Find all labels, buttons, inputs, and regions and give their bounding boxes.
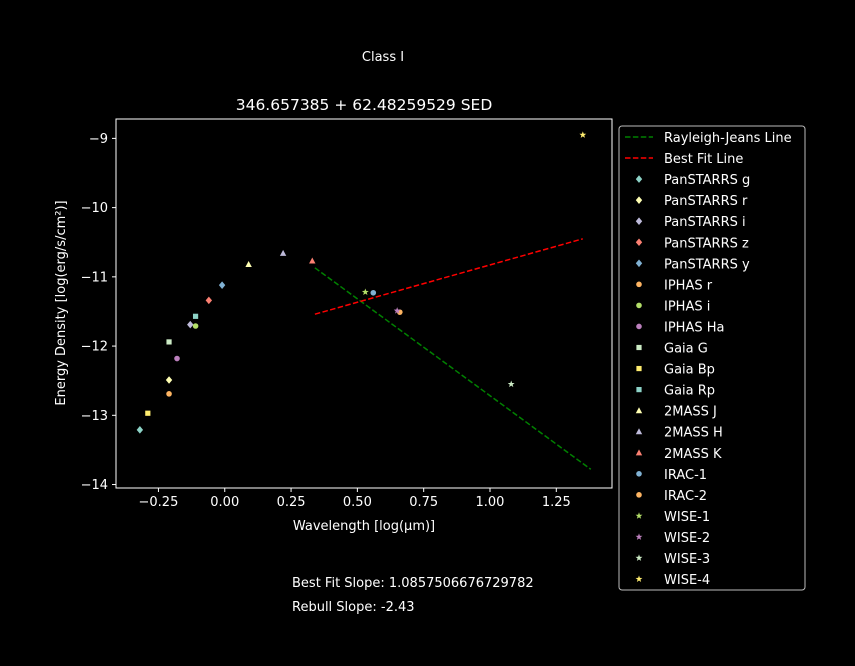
legend-swatch-iphas-i [636,302,642,309]
x-tick-label: 1.00 [476,495,505,510]
legend-label-iphas-ha: IPHAS Ha [664,320,724,335]
data-point-2mass-k [309,257,316,264]
legend-label-wise-4: WISE-4 [664,573,710,588]
legend-swatch-wise-3 [635,554,643,561]
data-point-2mass-h [279,249,287,256]
legend-label-panstarrs-r: PanSTARRS r [664,194,748,209]
x-tick-label: 0.00 [210,495,239,510]
legend-swatch-gaia-rp [636,387,642,393]
legend-swatch-2mass-k [635,449,643,456]
legend-label-wise-3: WISE-3 [664,552,710,567]
data-point-iphas-i [192,323,199,329]
data-point-gaia-rp [192,313,199,319]
data-point-iphas-ha [174,355,180,362]
y-tick-label: −14 [81,478,108,493]
data-point-wise-3 [507,380,515,388]
figure-suptitle: Class I [362,50,404,65]
data-point-2mass-j [245,260,252,267]
legend-swatch-gaia-g [636,344,642,351]
rayleigh-jeans-line [314,267,592,470]
data-point-wise-2 [393,307,401,314]
legend-label-irac-2: IRAC-2 [664,489,707,504]
legend-swatch-2mass-h [635,428,643,435]
legend-label-2mass-k: 2MASS K [664,447,722,462]
legend-swatch-iphas-ha [636,323,642,330]
legend-label-gaia-rp: Gaia Rp [664,384,715,399]
legend-swatch-2mass-j [635,407,643,414]
legend-label-best-fit-line: Best Fit Line [664,152,743,167]
legend-frame [618,125,806,591]
legend-label-panstarrs-y: PanSTARRS y [664,257,750,272]
legend-swatch-panstarrs-i [635,217,643,225]
data-point-wise-1 [361,288,369,295]
x-tick-label: 0.75 [409,495,438,510]
data-point-panstarrs-y [218,281,226,289]
legend: Rayleigh-Jeans Line Best Fit Line PanSTARR… [618,125,806,591]
x-tick-label: 0.50 [343,495,372,510]
legend-label-gaia-bp: Gaia Bp [664,363,715,378]
legend-swatch-wise-4 [635,575,643,582]
data-point-panstarrs-g [136,426,144,434]
legend-swatch-gaia-bp [636,365,642,372]
legend-swatch-irac-2 [636,492,642,498]
best-fit-line [314,238,584,315]
data-point-panstarrs-z [205,296,213,305]
legend-label-wise-1: WISE-1 [664,510,710,525]
legend-label-rayleigh-jeans-line: Rayleigh-Jeans Line [664,131,792,146]
y-tick-label: −9 [89,132,108,147]
best-fit-slope-text: Best Fit Slope: 1.0857506676729782 [292,576,534,591]
legend-label-panstarrs-z: PanSTARRS z [664,236,749,251]
plot-frame [115,118,613,489]
legend-label-irac-1: IRAC-1 [664,468,707,483]
legend-swatch-wise-2 [635,533,643,540]
legend-swatch-iphas-r [636,281,642,288]
data-point-wise-4 [579,131,587,138]
data-point-gaia-bp [145,410,151,416]
rebull-slope-text: Rebull Slope: -2.43 [292,600,415,615]
y-tick-label: −10 [81,201,108,216]
y-axis-label: Energy Density [log(erg/s/cm²)] [54,200,69,405]
legend-label-2mass-j: 2MASS J [664,405,717,420]
legend-swatch-panstarrs-z [635,238,643,247]
data-point-panstarrs-i [187,320,194,329]
legend-swatch-wise-1 [635,512,643,519]
y-tick-label: −13 [81,409,108,424]
data-point-irac-1 [370,289,377,296]
legend-swatch-panstarrs-y [635,259,643,268]
chart-title: 346.657385 + 62.48259529 SED [236,96,493,114]
legend-swatch-panstarrs-g [635,175,643,183]
x-tick-label: 0.25 [277,495,306,510]
legend-label-2mass-h: 2MASS H [664,426,723,441]
y-tick-label: −11 [81,270,108,285]
x-axis-label: Wavelength [log(μm)] [293,519,435,534]
legend-swatch-panstarrs-r [635,196,643,204]
data-point-panstarrs-r [165,376,173,384]
legend-label-panstarrs-i: PanSTARRS i [664,215,746,230]
x-tick-label: 1.25 [542,495,571,510]
legend-label-gaia-g: Gaia G [664,342,708,357]
data-point-iphas-r [166,391,172,397]
legend-label-iphas-i: IPHAS i [664,299,710,314]
y-tick-label: −12 [81,340,108,355]
x-tick-label: −0.25 [139,495,179,510]
legend-label-panstarrs-g: PanSTARRS g [664,173,750,188]
legend-label-wise-2: WISE-2 [664,531,710,546]
data-point-gaia-g [166,339,172,345]
legend-label-iphas-r: IPHAS r [664,278,713,293]
legend-swatch-irac-1 [636,471,642,477]
